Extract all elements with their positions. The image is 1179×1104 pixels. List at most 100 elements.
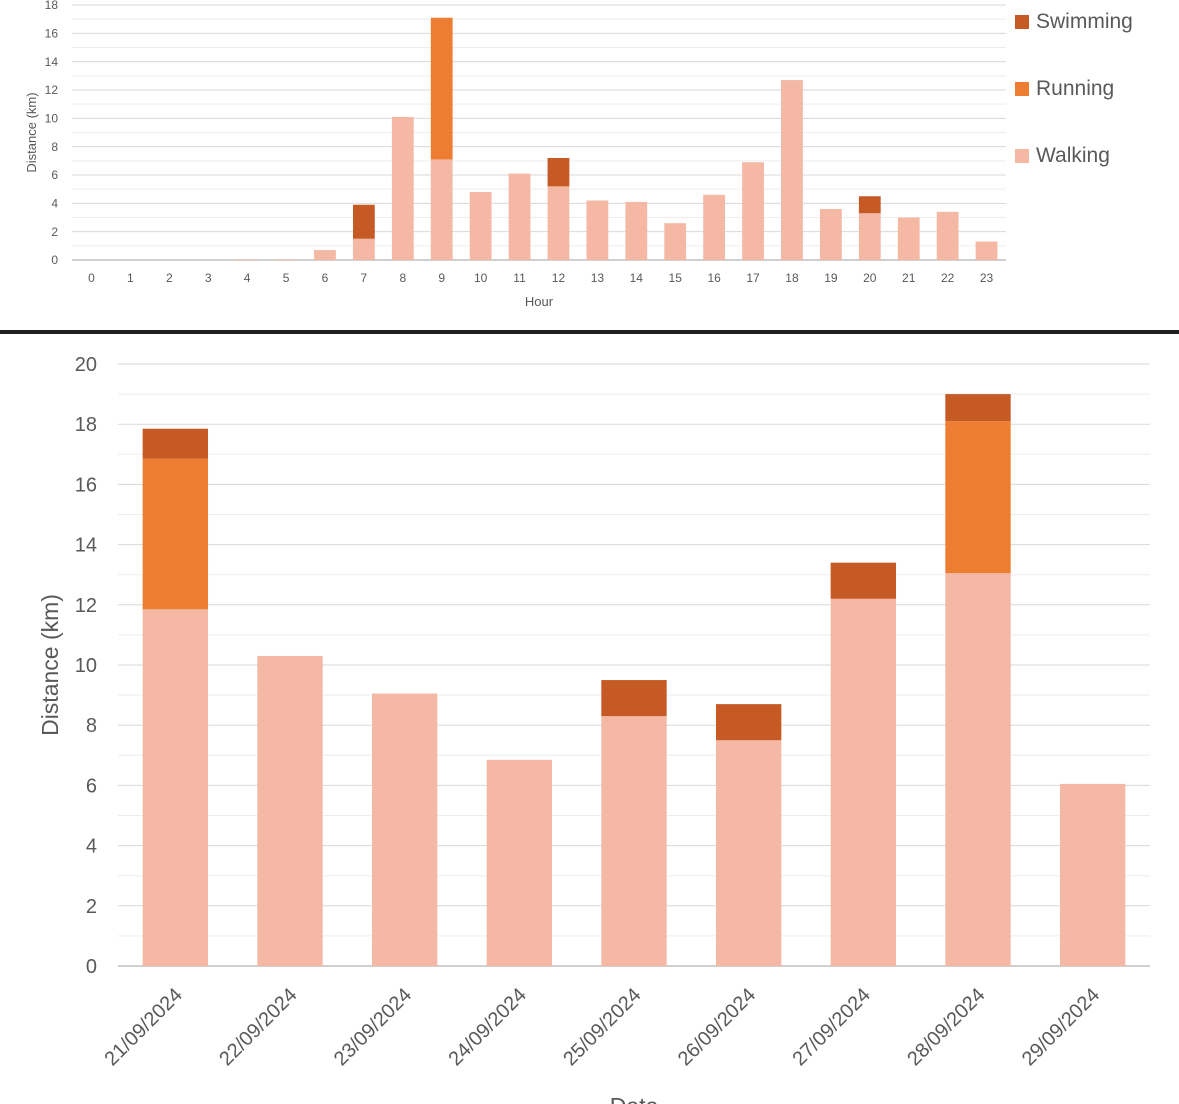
x-tick-label: 21 — [902, 271, 916, 285]
bar-walking — [371, 693, 438, 966]
y-tick-label: 12 — [75, 595, 97, 617]
x-tick-label: 23 — [980, 271, 994, 285]
bar-walking — [975, 241, 998, 260]
x-tick-label: 13 — [591, 271, 605, 285]
x-tick-label: 18 — [785, 271, 799, 285]
bar-walking — [586, 200, 609, 260]
bar-walking — [391, 116, 414, 261]
x-tick-label: 9 — [438, 271, 445, 285]
legend-swatch-running — [1015, 82, 1029, 96]
bar-walking — [257, 655, 323, 966]
y-axis-title: Distance (km) — [24, 92, 39, 172]
y-tick-label: 10 — [75, 655, 97, 677]
bar-walking — [469, 192, 492, 260]
bar-swimming — [352, 204, 375, 239]
hourly-distance-chart: 0 2 4 6 8 10 12 14 16 18 0 1 2 3 4 5 6 7 8 9 10 11 12 13 14 15 16 1… — [0, 0, 1179, 330]
bar-walking — [664, 223, 687, 260]
bar-swimming — [547, 158, 570, 187]
legend-label-running: Running — [1036, 77, 1114, 100]
x-tick-label: 8 — [399, 271, 406, 285]
x-tick-label: 4 — [244, 271, 251, 285]
y-axis-title: Distance (km) — [37, 594, 63, 736]
x-axis-title: Hour — [525, 294, 554, 309]
x-axis-title: Date — [610, 1093, 659, 1104]
x-tick-label: 11 — [513, 271, 526, 285]
y-tick-label: 6 — [51, 168, 58, 182]
x-tick-label: 28/09/2024 — [903, 984, 989, 1070]
x-tick-label: 3 — [205, 271, 212, 285]
bar-swimming — [142, 428, 209, 459]
bar-running — [430, 17, 453, 160]
daily-distance-chart: 0 2 4 6 8 10 12 14 16 18 20 21/09/2024 22/09/2024 23/… — [0, 334, 1179, 1104]
bar-walking — [781, 80, 803, 260]
bar-walking — [897, 217, 920, 260]
bar-walking — [508, 173, 531, 260]
y-tick-label: 16 — [75, 474, 97, 496]
panel-divider — [0, 330, 1179, 334]
x-tick-label: 0 — [88, 271, 95, 285]
y-tick-label: 2 — [51, 225, 58, 239]
x-tick-label: 24/09/2024 — [445, 984, 531, 1070]
y-tick-label: 8 — [51, 140, 58, 154]
x-tick-label: 16 — [707, 271, 721, 285]
bar-walking — [236, 259, 259, 261]
x-tick-label: 2 — [166, 271, 173, 285]
bar-walking — [547, 186, 570, 260]
legend-swatch-walking — [1015, 149, 1029, 163]
y-tick-label: 0 — [86, 956, 97, 978]
x-tick-label: 26/09/2024 — [674, 984, 760, 1070]
bar-walking — [142, 609, 209, 966]
bar-running — [142, 458, 209, 610]
bar-walking — [601, 716, 667, 966]
y-tick-label: 18 — [45, 0, 59, 12]
x-tick-label: 5 — [283, 271, 290, 285]
x-tick-label: 1 — [127, 271, 134, 285]
bar-walking — [945, 573, 1011, 966]
bar-walking — [703, 194, 726, 260]
bar-swimming — [601, 680, 667, 717]
bar-walking — [1059, 783, 1126, 966]
bar-walking — [275, 259, 297, 261]
bar-swimming — [945, 394, 1011, 422]
legend-label-swimming: Swimming — [1036, 10, 1133, 33]
y-tick-label: 16 — [45, 27, 59, 41]
bar-walking — [830, 598, 897, 966]
bar-walking — [819, 209, 842, 260]
bar-walking — [430, 159, 453, 260]
x-tick-label: 22/09/2024 — [215, 984, 301, 1070]
y-tick-label: 2 — [86, 896, 97, 918]
bar-walking — [625, 201, 648, 260]
bar-swimming — [858, 196, 881, 214]
x-tick-label: 14 — [630, 271, 644, 285]
bar-walking — [314, 250, 336, 260]
y-tick-label: 10 — [45, 112, 59, 126]
x-tick-label: 29/09/2024 — [1018, 984, 1104, 1070]
y-tick-label: 4 — [51, 197, 58, 211]
y-tick-label: 14 — [45, 55, 59, 69]
bar-swimming — [715, 704, 782, 741]
x-tick-label: 22 — [941, 271, 955, 285]
y-tick-label: 18 — [75, 414, 97, 436]
y-tick-label: 6 — [86, 775, 97, 797]
x-tick-label: 17 — [746, 271, 760, 285]
bar-walking — [715, 740, 782, 966]
x-tick-label: 6 — [322, 271, 329, 285]
x-tick-label: 25/09/2024 — [559, 984, 645, 1070]
bar-walking — [858, 213, 881, 260]
x-tick-label: 27/09/2024 — [789, 984, 875, 1070]
bar-walking — [742, 162, 764, 260]
daily-chart-svg: 0 2 4 6 8 10 12 14 16 18 20 21/09/2024 22/09/2024 23/… — [37, 354, 1150, 1104]
legend-swatch-swimming — [1015, 15, 1029, 29]
x-tick-label: 23/09/2024 — [330, 984, 416, 1070]
y-tick-label: 20 — [75, 354, 97, 376]
bar-running — [945, 421, 1011, 574]
y-tick-label: 0 — [51, 253, 58, 267]
bar-swimming — [830, 562, 897, 599]
x-tick-label: 19 — [824, 271, 838, 285]
x-tick-label: 15 — [669, 271, 683, 285]
x-tick-label: 21/09/2024 — [101, 984, 187, 1070]
x-tick-label: 20 — [863, 271, 877, 285]
y-tick-label: 8 — [86, 715, 97, 737]
legend-label-walking: Walking — [1036, 144, 1110, 167]
y-tick-label: 12 — [45, 83, 59, 97]
